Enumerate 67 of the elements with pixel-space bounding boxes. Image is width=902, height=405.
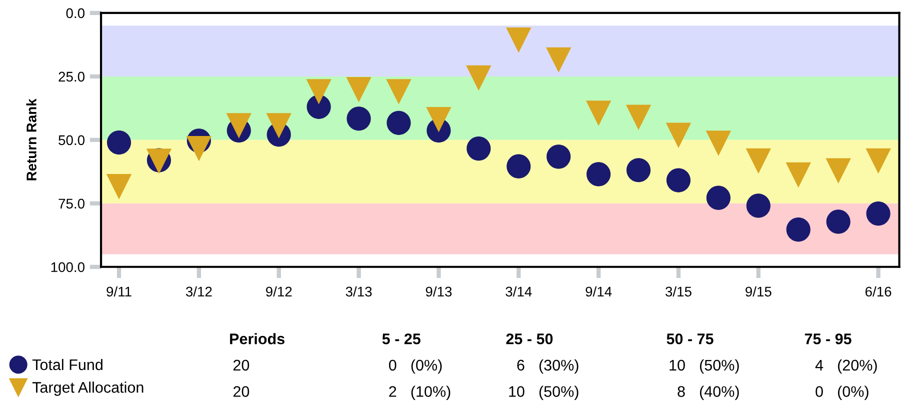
point [426,106,452,132]
point [586,100,612,126]
text: 0 (0%) [816,386,868,400]
point [186,136,212,162]
point [706,130,732,156]
x-tick-label: 9/14 [586,286,612,297]
point [266,113,292,138]
y-axis-title: Return Rank [26,98,36,180]
x-tick-label: 9/12 [266,286,292,297]
text: 0 (0%) [388,359,442,374]
point [866,148,891,174]
point [346,77,372,102]
point [626,104,652,130]
x-tick-label: 3/15 [666,286,692,297]
point [346,106,371,131]
point [546,47,572,73]
point [386,110,411,135]
point [626,158,651,182]
y-tick-label: 100.0 [51,262,85,272]
x-tick-label: 3/14 [506,286,532,297]
text: 8 (40%) [678,386,739,400]
point [746,148,772,174]
point [306,79,332,104]
text: 50 - 75 [666,333,714,344]
point [106,174,132,200]
x-tick-label: 6/16 [866,286,892,297]
point [786,162,811,188]
text: 10 (50%) [670,359,739,374]
point [866,202,890,226]
point [666,122,692,148]
y-tick-label: 75.0 [58,198,85,209]
point [386,79,412,104]
point [226,113,252,138]
text: 25 - 50 [506,333,553,344]
text: 2 (10%) [389,386,450,400]
x-tick-label: 3/13 [346,286,372,297]
point [506,154,531,178]
point [786,218,810,242]
point [826,158,851,184]
point [466,136,491,161]
text: 10 (50%) [509,386,578,400]
x-tick-label: 9/13 [426,286,452,297]
y-tick-label: 25.0 [58,72,85,82]
point [106,130,132,154]
point [586,162,611,186]
text: 5 - 25 [382,333,420,344]
x-tick-label: 9/11 [106,286,132,297]
point [466,65,492,91]
text: 4 (20%) [815,359,877,374]
point [666,168,691,192]
legend-label: Total Fund [32,358,102,370]
point [546,144,571,169]
text: 75 - 95 [804,333,852,344]
point [306,94,331,119]
point [706,186,730,210]
text: 20 [233,386,250,397]
text: 20 [233,360,250,371]
y-tick-label: 50.0 [58,135,85,146]
point [506,28,532,53]
text: 6 (30%) [517,359,578,374]
legend-label: Target Allocation [32,382,144,396]
y-tick-label: 0.0 [66,8,85,18]
point [826,210,850,234]
point [746,194,770,218]
text: Periods [230,333,284,344]
x-tick-label: 3/12 [186,286,212,297]
x-tick-label: 9/15 [746,286,772,297]
